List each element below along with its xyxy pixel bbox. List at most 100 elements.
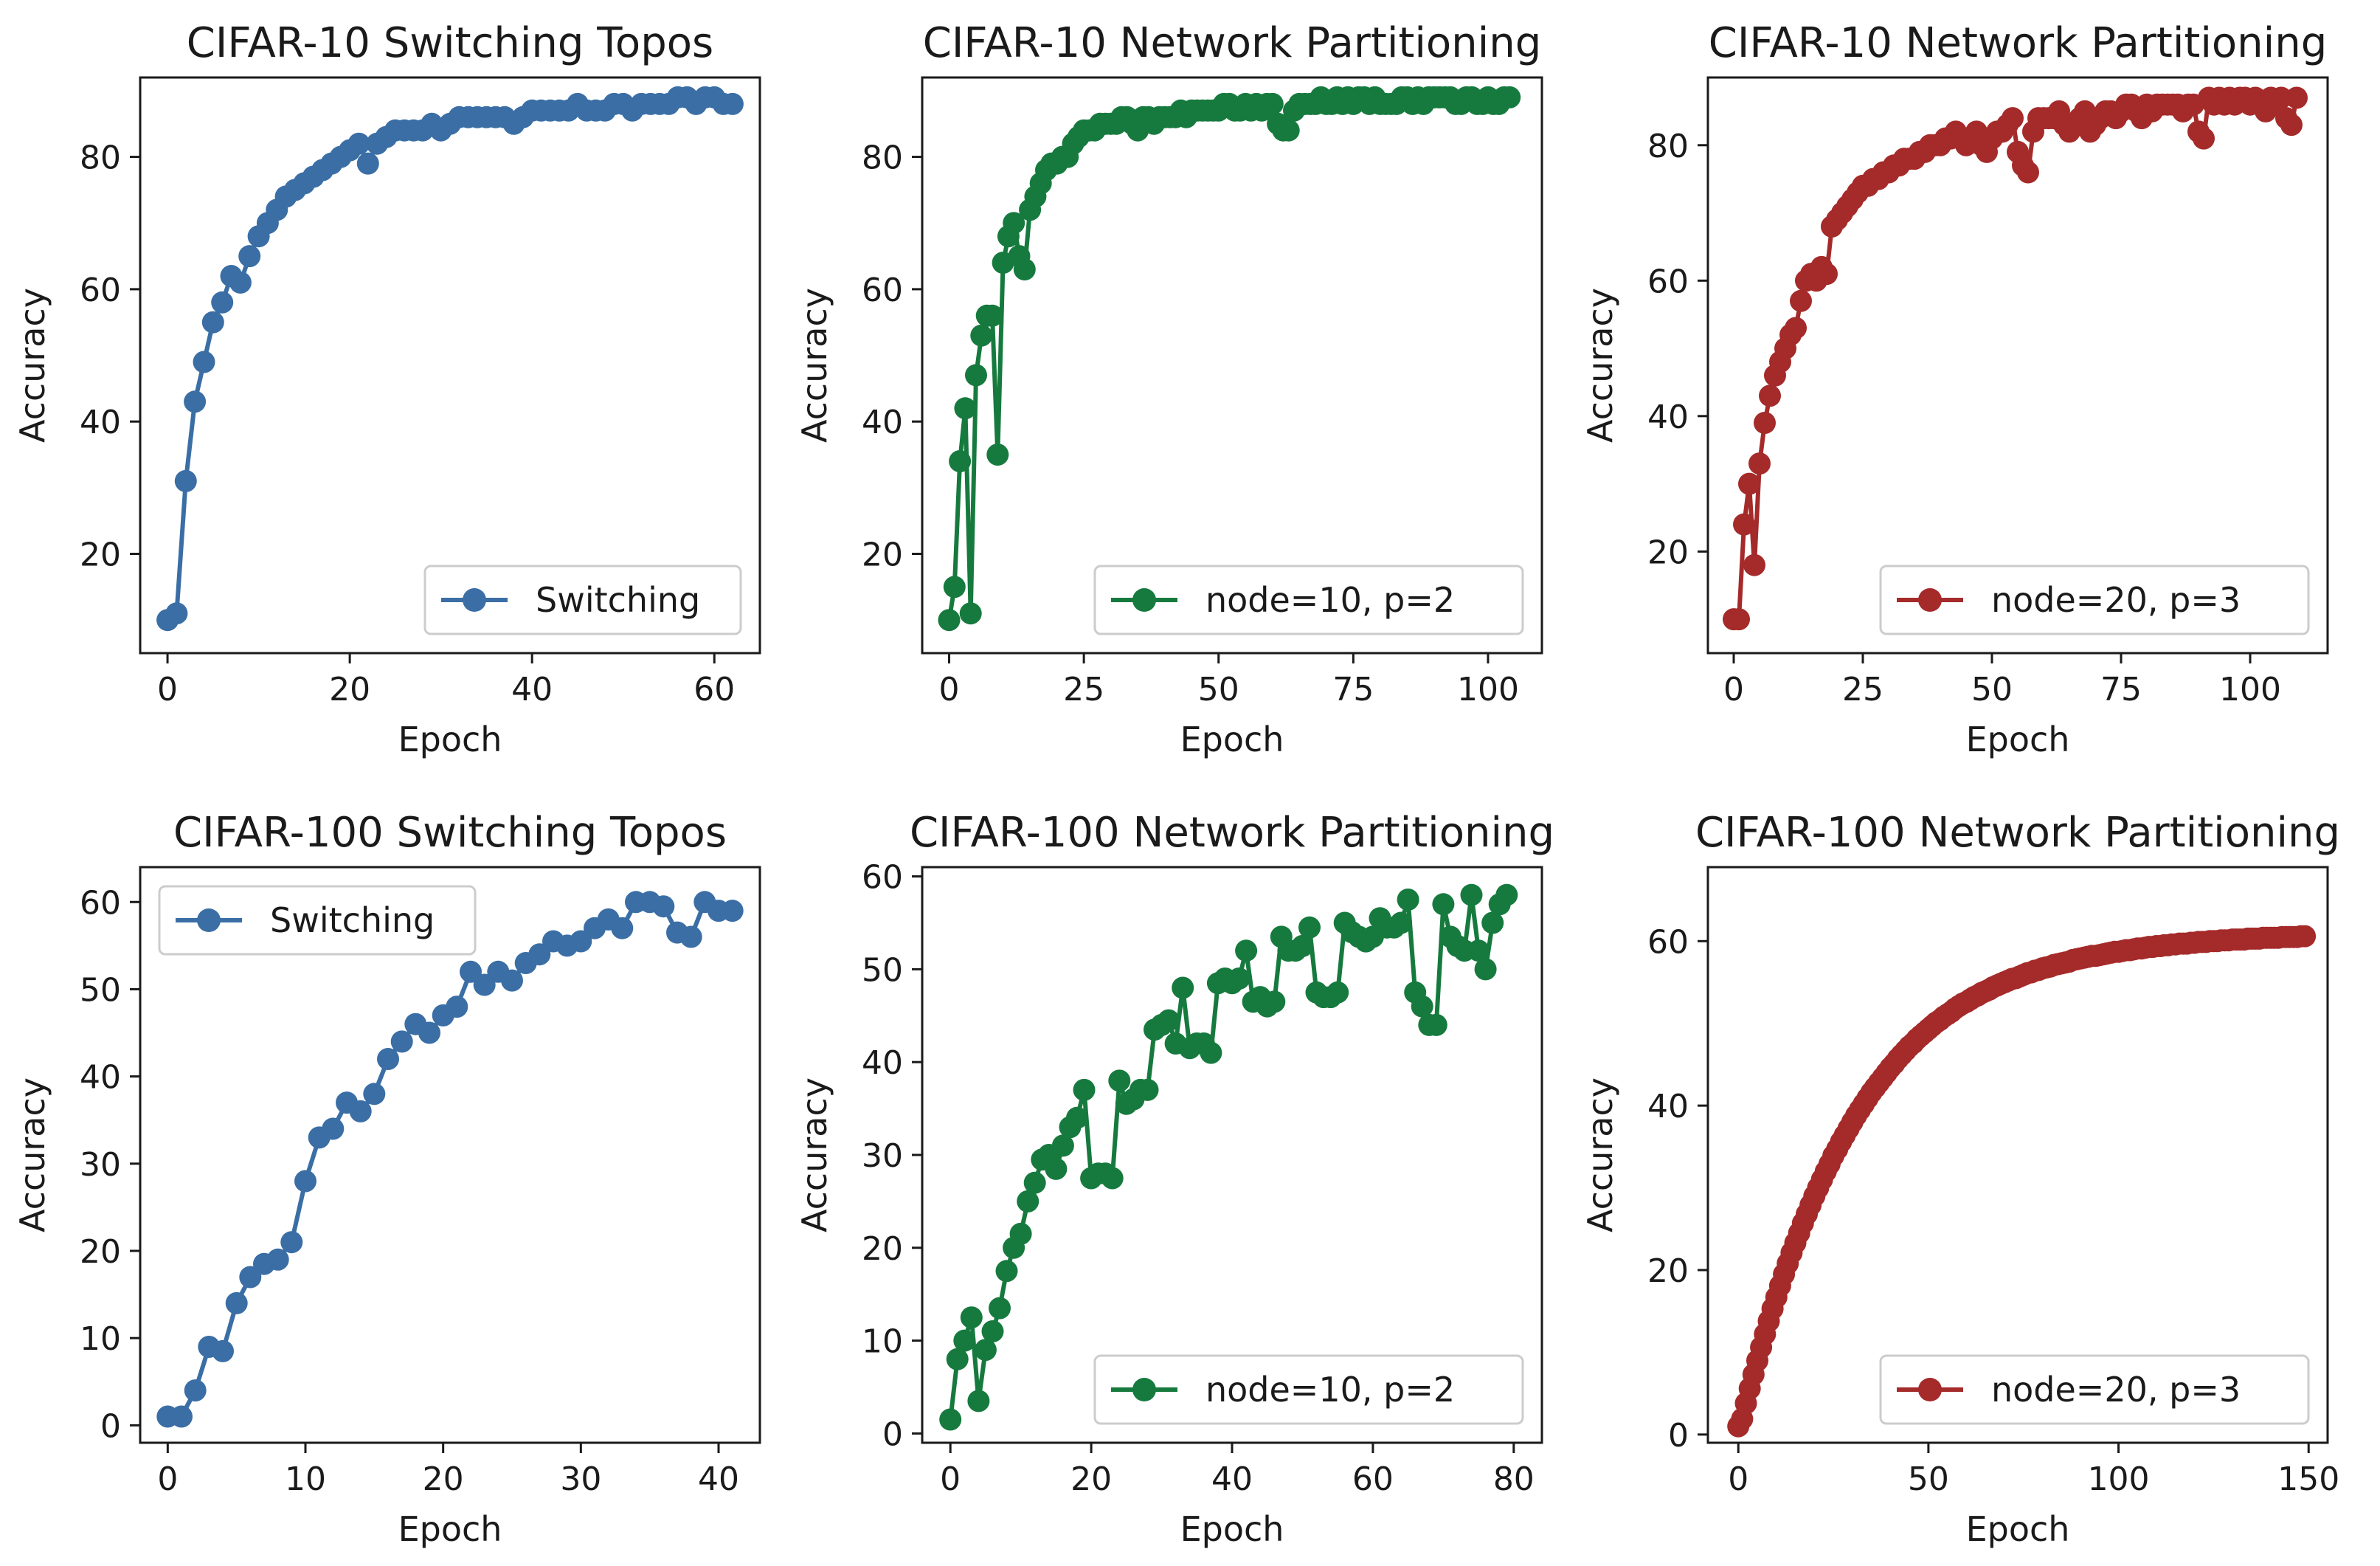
data-point: [1495, 883, 1518, 906]
data-point: [1263, 990, 1286, 1013]
data-point: [1003, 212, 1025, 235]
legend-box: [1879, 1354, 2310, 1425]
x-tick-label: 40: [511, 671, 553, 708]
x-tick-label: 50: [1198, 671, 1239, 708]
axes-frame: [139, 76, 761, 655]
data-point: [1158, 1009, 1180, 1032]
x-axis-label: Epoch: [1180, 1509, 1284, 1549]
data-point: [1009, 1222, 1032, 1245]
data-point: [2294, 925, 2317, 948]
y-tick-label: 50: [862, 951, 903, 989]
data-point: [193, 351, 215, 373]
legend: Switching: [423, 565, 742, 635]
x-tick-label: 100: [2219, 671, 2281, 708]
axes-frame: [1706, 866, 2329, 1444]
x-tick-label: 75: [1332, 671, 1374, 708]
chart-title: CIFAR-100 Switching Topos: [173, 809, 727, 857]
data-point: [679, 925, 702, 948]
data-point: [949, 450, 972, 472]
y-axis-label: Accuracy: [13, 288, 52, 443]
data-point: [1235, 939, 1258, 962]
x-axis-label: Epoch: [1180, 720, 1284, 759]
data-point: [294, 1170, 316, 1193]
data-point: [1291, 934, 1314, 957]
data-point: [1728, 608, 1750, 631]
data-point: [721, 92, 744, 115]
legend-label: node=20, p=3: [1991, 1370, 2241, 1410]
subplot-3: CIFAR-10 Network Partitioning 0 25 50 75 100 2…: [1580, 19, 2329, 759]
data-point: [239, 1266, 262, 1289]
legend-box: [423, 565, 742, 635]
x-tick-label: 50: [1971, 671, 2013, 708]
y-tick-label: 50: [80, 971, 121, 1009]
x-tick-label: 20: [329, 671, 370, 708]
legend-box: [158, 885, 477, 956]
data-point: [1397, 889, 1419, 911]
data-point: [1816, 263, 1838, 286]
y-tick-label: 20: [1647, 534, 1689, 571]
y-tick-label: 80: [80, 139, 121, 177]
subplot-4: CIFAR-100 Switching Topos 0 10 20 30 40 0 10 20 3…: [13, 809, 761, 1549]
x-tick-label: 40: [698, 1460, 739, 1498]
y-axis-label: Accuracy: [13, 1077, 52, 1232]
legend: node=10, p=2: [1093, 1354, 1524, 1425]
legend-marker: [1918, 1378, 1942, 1401]
legend-marker: [197, 908, 221, 932]
legend-marker: [1918, 588, 1942, 612]
data-point: [1228, 967, 1250, 990]
x-tick-label: 100: [2088, 1460, 2150, 1498]
x-tick-label: 50: [1908, 1460, 1949, 1498]
legend-marker: [1132, 588, 1156, 612]
data-point: [989, 1297, 1011, 1320]
data-point: [347, 132, 370, 155]
y-axis-label: Accuracy: [795, 1077, 834, 1232]
data-point: [721, 900, 744, 922]
chart-title: CIFAR-10 Network Partitioning: [923, 19, 1542, 67]
chart-title: CIFAR-10 Switching Topos: [187, 19, 713, 67]
chart-title: CIFAR-10 Network Partitioning: [1709, 19, 2328, 67]
data-point: [1754, 412, 1776, 434]
x-tick-label: 10: [285, 1460, 326, 1498]
data-point: [2286, 86, 2308, 109]
y-tick-label: 60: [862, 272, 903, 309]
x-tick-label: 60: [1352, 1460, 1394, 1498]
data-point: [184, 1379, 207, 1402]
data-point: [1411, 995, 1433, 1018]
x-tick-label: 25: [1842, 671, 1883, 708]
data-point: [1136, 1078, 1159, 1101]
series-line: [167, 900, 733, 1419]
axes-frame: [921, 866, 1543, 1444]
data-point: [981, 1320, 1004, 1342]
data-point: [460, 960, 482, 983]
data-point: [1017, 1190, 1039, 1213]
y-tick-label: 20: [862, 1230, 903, 1268]
legend: node=20, p=3: [1879, 565, 2310, 635]
chart-title: CIFAR-100 Network Partitioning: [1695, 809, 2340, 857]
data-point: [1073, 1078, 1096, 1101]
data-point: [974, 1339, 997, 1362]
data-point: [611, 917, 634, 939]
axes-frame: [139, 866, 761, 1444]
data-point: [959, 602, 982, 625]
data-point: [1467, 939, 1490, 962]
legend-label: node=10, p=2: [1205, 1370, 1455, 1410]
y-tick-label: 0: [100, 1407, 121, 1445]
y-tick-label: 10: [80, 1320, 121, 1358]
data-point: [1790, 289, 1812, 312]
data-point: [322, 1117, 345, 1140]
legend-marker: [463, 588, 486, 612]
data-point: [1200, 1041, 1222, 1064]
data-point: [1474, 958, 1497, 981]
subplot-2: CIFAR-10 Network Partitioning 0 25 50 75 100 2…: [795, 19, 1543, 759]
data-point: [184, 390, 207, 413]
data-point: [943, 576, 966, 599]
y-tick-label: 40: [862, 1044, 903, 1082]
data-point: [953, 1329, 976, 1352]
data-point: [165, 602, 188, 625]
data-point: [528, 943, 551, 966]
data-point: [1298, 916, 1321, 939]
data-point: [2193, 127, 2215, 150]
data-point: [349, 1100, 372, 1122]
x-tick-label: 20: [423, 1460, 464, 1498]
